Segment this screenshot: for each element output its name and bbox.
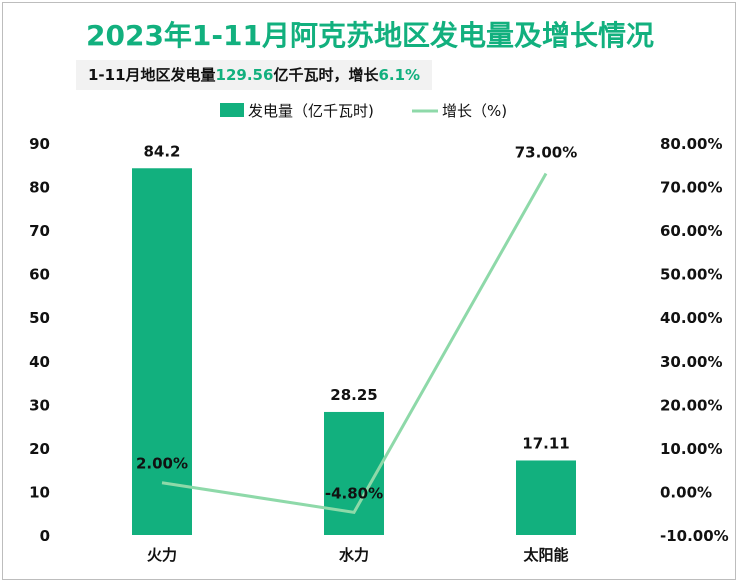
bar-value-label: 28.25 [330,386,377,404]
left-tick-label: 30 [29,396,50,414]
left-tick-label: 40 [29,353,50,371]
right-tick-label: 80.00% [660,135,722,153]
right-tick-label: 20.00% [660,396,722,414]
subtitle-prefix: 1-11月地区发电量 [88,66,216,84]
left-tick-label: 50 [29,309,50,327]
legend-bar-label: 发电量（亿千瓦时) [248,102,374,120]
left-tick-label: 0 [40,527,50,545]
subtitle-box: 1-11月地区发电量129.56亿千瓦时，增长6.1% [76,60,432,90]
right-tick-label: 70.00% [660,179,722,197]
subtitle-mid: 亿千瓦时，增长 [273,66,379,84]
chart-title: 2023年1-11月阿克苏地区发电量及增长情况 [86,19,654,52]
category-label: 水力 [339,546,369,564]
line-value-label: 73.00% [515,143,577,161]
left-tick-label: 20 [29,440,50,458]
left-tick-label: 70 [29,222,50,240]
bar-value-label: 84.2 [143,142,180,160]
line-value-label: -4.80% [325,484,383,502]
subtitle-total: 129.56 [215,66,274,84]
right-tick-label: -10.00% [660,527,729,545]
right-tick-label: 60.00% [660,222,722,240]
bar-value-label: 17.11 [522,434,569,452]
line-value-label: 2.00% [136,455,188,473]
left-tick-label: 10 [29,483,50,501]
category-label: 太阳能 [523,546,568,564]
right-tick-label: 30.00% [660,353,722,371]
right-tick-label: 0.00% [660,483,712,501]
legend-bar-swatch [220,103,244,117]
right-tick-label: 10.00% [660,440,722,458]
category-label: 火力 [147,546,177,564]
growth-line [161,172,548,514]
left-tick-label: 90 [29,135,50,153]
legend-line-label: 增长（%) [442,102,507,120]
bar [516,460,576,535]
right-tick-label: 50.00% [660,266,722,284]
left-tick-label: 80 [29,179,50,197]
subtitle-growth: 6.1% [378,66,421,84]
bar [324,411,384,535]
left-tick-label: 60 [29,266,50,284]
bar [132,168,192,536]
right-tick-label: 40.00% [660,309,722,327]
